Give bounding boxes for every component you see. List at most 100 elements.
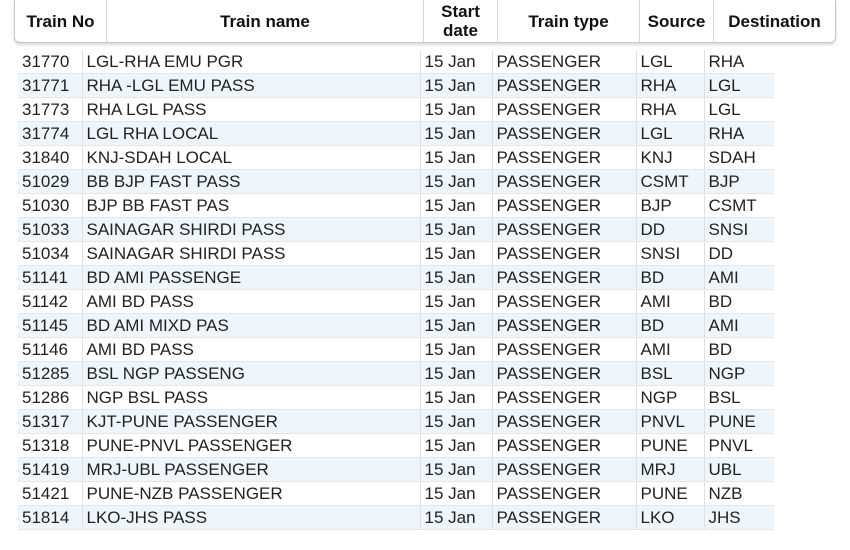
train-no-cell: 51030 (18, 193, 83, 219)
source-station-link[interactable]: DD (636, 217, 705, 243)
train-type-cell: PASSENGER (492, 217, 637, 243)
source-station-link[interactable]: BSL (636, 361, 705, 387)
column-header-destination[interactable]: Destination (714, 0, 835, 42)
train-type-cell: PASSENGER (492, 313, 637, 339)
start-date-cell: 15 Jan (420, 145, 493, 171)
train-type-cell: PASSENGER (492, 361, 637, 387)
source-station-link[interactable]: PNVL (636, 409, 705, 435)
destination-station-link[interactable]: UBL (704, 457, 774, 483)
table-row[interactable]: 51317 KJT-PUNE PASSENGER 15 Jan PASSENGER PN… (18, 409, 774, 435)
destination-station-link[interactable]: PNVL (704, 433, 774, 459)
start-date-cell: 15 Jan (420, 289, 493, 315)
column-header-start-date[interactable]: Start date (424, 0, 498, 42)
train-no-cell: 51419 (18, 457, 83, 483)
destination-station-link[interactable]: BD (704, 289, 774, 315)
destination-station-link[interactable]: RHA (704, 50, 774, 75)
table-row[interactable]: 31771 RHA -LGL EMU PASS 15 Jan PASSENGER RHA… (18, 73, 774, 99)
train-name-cell: AMI BD PASS (82, 289, 421, 315)
table-row[interactable]: 51142 AMI BD PASS 15 Jan PASSENGER AMI BD (18, 289, 774, 315)
table-row[interactable]: 51419 MRJ-UBL PASSENGER 15 Jan PASSENGER MRJ… (18, 457, 774, 483)
train-no-cell: 31773 (18, 97, 83, 123)
destination-station-link[interactable]: AMI (704, 313, 774, 339)
table-row[interactable]: 51033 SAINAGAR SHIRDI PASS 15 Jan PASSENGER… (18, 217, 774, 243)
train-type-cell: PASSENGER (492, 385, 637, 411)
source-station-link[interactable]: SNSI (636, 241, 705, 267)
table-body: 31770 LGL-RHA EMU PGR 15 Jan PASSENGER LGL RH… (18, 50, 774, 550)
table-row[interactable]: 51286 NGP BSL PASS 15 Jan PASSENGER NGP BSL (18, 385, 774, 411)
table-row[interactable]: 51030 BJP BB FAST PAS 15 Jan PASSENGER BJP CS… (18, 193, 774, 219)
train-no-cell: 51033 (18, 217, 83, 243)
source-station-link[interactable]: PUNE (636, 481, 705, 507)
column-header-train-type[interactable]: Train type (498, 0, 640, 42)
source-station-link[interactable]: LGL (636, 121, 705, 147)
start-date-cell: 15 Jan (420, 241, 493, 267)
destination-station-link[interactable]: SDAH (704, 145, 774, 171)
source-station-link[interactable]: LKO (636, 505, 705, 531)
destination-station-link[interactable]: NZB (704, 481, 774, 507)
source-station-link[interactable]: BD (636, 265, 705, 291)
source-station-link[interactable]: BD (636, 313, 705, 339)
destination-station-link[interactable]: NGP (704, 361, 774, 387)
column-header-train-no[interactable]: Train No (15, 0, 107, 42)
destination-station-link[interactable]: AMI (704, 265, 774, 291)
destination-station-link[interactable]: BD (704, 337, 774, 363)
destination-station-link[interactable]: JHS (704, 505, 774, 531)
source-station-link[interactable]: CSMT (636, 169, 705, 195)
source-station-link[interactable]: AMI (636, 337, 705, 363)
start-date-cell: 15 Jan (420, 433, 493, 459)
source-station-link[interactable]: AMI (636, 289, 705, 315)
column-header-source[interactable]: Source (640, 0, 714, 42)
table-row[interactable]: 31773 RHA LGL PASS 15 Jan PASSENGER RHA LGL (18, 97, 774, 123)
train-no-cell: 51146 (18, 337, 83, 363)
train-type-cell: PASSENGER (492, 481, 637, 507)
destination-station-link[interactable]: CSMT (704, 193, 774, 219)
destination-station-link[interactable]: DD (704, 241, 774, 267)
column-header-label: Destination (728, 11, 821, 31)
destination-station-link[interactable]: PUNE (704, 409, 774, 435)
table-row[interactable]: 51318 PUNE-PNVL PASSENGER 15 Jan PASSENGER P… (18, 433, 774, 459)
train-type-cell: PASSENGER (492, 169, 637, 195)
train-type-cell: PASSENGER (492, 73, 637, 99)
train-name-cell: MRJ-UBL PASSENGER (82, 457, 421, 483)
train-no-cell: 51318 (18, 433, 83, 459)
destination-station-link[interactable]: LGL (704, 73, 774, 99)
table-row[interactable]: 51029 BB BJP FAST PASS 15 Jan PASSENGER CSMT… (18, 169, 774, 195)
destination-station-link[interactable]: SNSI (704, 217, 774, 243)
table-row[interactable]: 51034 SAINAGAR SHIRDI PASS 15 Jan PASSENGER… (18, 241, 774, 267)
train-type-cell: PASSENGER (492, 457, 637, 483)
column-header-train-name[interactable]: Train name (107, 0, 424, 42)
table-row[interactable]: 51814 LKO-JHS PASS 15 Jan PASSENGER LKO JHS (18, 505, 774, 531)
source-station-link[interactable]: KNJ (636, 145, 705, 171)
start-date-cell: 15 Jan (420, 409, 493, 435)
destination-station-link[interactable]: BSL (704, 385, 774, 411)
start-date-cell: 15 Jan (420, 97, 493, 123)
start-date-cell: 15 Jan (420, 481, 493, 507)
train-type-cell: PASSENGER (492, 50, 637, 75)
table-row[interactable]: 31774 LGL RHA LOCAL 15 Jan PASSENGER LGL RHA (18, 121, 774, 147)
source-station-link[interactable]: MRJ (636, 457, 705, 483)
source-station-link[interactable]: RHA (636, 73, 705, 99)
start-date-cell: 15 Jan (420, 50, 493, 75)
table-row[interactable]: 31840 KNJ-SDAH LOCAL 15 Jan PASSENGER KNJ SDA… (18, 145, 774, 171)
table-row[interactable]: 51145 BD AMI MIXD PAS 15 Jan PASSENGER BD AMI (18, 313, 774, 339)
source-station-link[interactable]: NGP (636, 385, 705, 411)
table-row[interactable]: 51421 PUNE-NZB PASSENGER 15 Jan PASSENGER PU… (18, 481, 774, 507)
train-no-cell: 51141 (18, 265, 83, 291)
source-station-link[interactable]: BJP (636, 193, 705, 219)
table-row[interactable]: 51285 BSL NGP PASSENG 15 Jan PASSENGER BSL NG… (18, 361, 774, 387)
destination-station-link[interactable]: BJP (704, 169, 774, 195)
destination-station-link[interactable]: LGL (704, 97, 774, 123)
table-row[interactable]: 31770 LGL-RHA EMU PGR 15 Jan PASSENGER LGL RH… (18, 50, 774, 75)
start-date-cell: 15 Jan (420, 217, 493, 243)
train-type-cell: PASSENGER (492, 241, 637, 267)
table-row[interactable]: 51146 AMI BD PASS 15 Jan PASSENGER AMI BD (18, 337, 774, 363)
train-type-cell: PASSENGER (492, 265, 637, 291)
source-station-link[interactable]: RHA (636, 97, 705, 123)
destination-station-link[interactable]: RHA (704, 121, 774, 147)
train-name-cell: BD AMI PASSENGE (82, 265, 421, 291)
source-station-link[interactable]: PUNE (636, 433, 705, 459)
train-name-cell: PUNE-PNVL PASSENGER (82, 433, 421, 459)
source-station-link[interactable]: LGL (636, 50, 705, 75)
train-no-cell: 51145 (18, 313, 83, 339)
table-row[interactable]: 51141 BD AMI PASSENGE 15 Jan PASSENGER BD AMI (18, 265, 774, 291)
